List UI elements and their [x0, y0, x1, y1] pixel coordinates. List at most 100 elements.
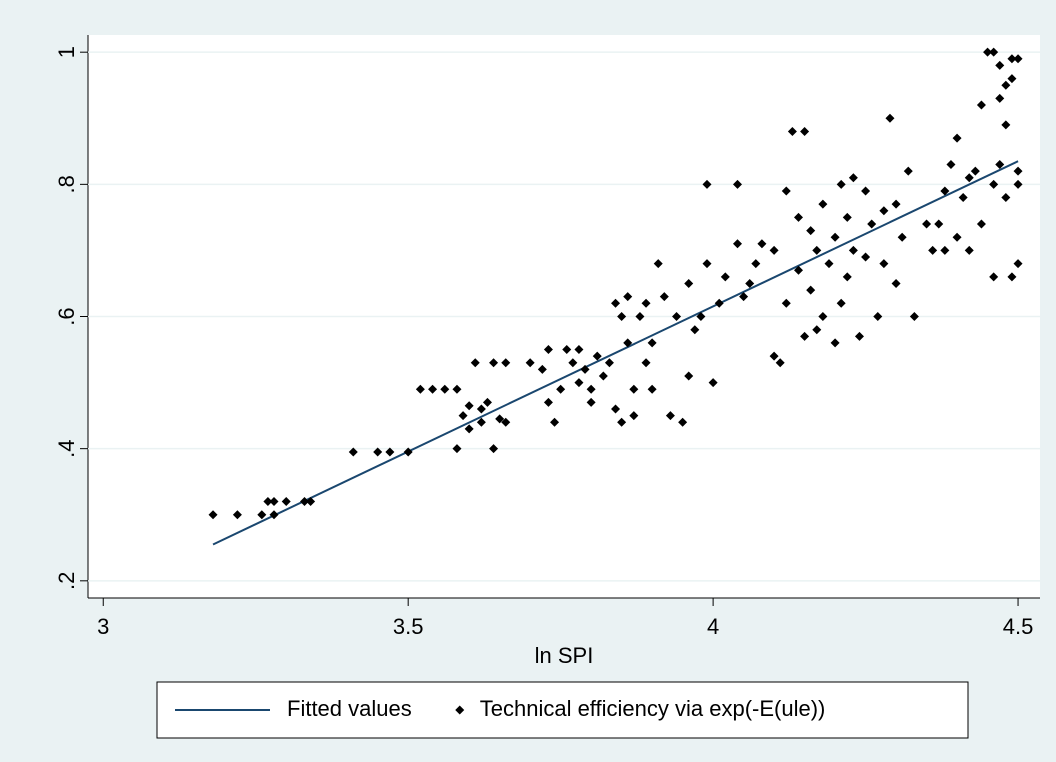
- scatter-point: [787, 126, 797, 136]
- scatter-point: [983, 47, 993, 57]
- scatter-point: [861, 252, 871, 262]
- scatter-point: [525, 358, 535, 368]
- scatter-point: [848, 245, 858, 255]
- scatter-point: [781, 186, 791, 196]
- scatter-point: [617, 417, 627, 427]
- scatter-point: [586, 384, 596, 394]
- scatter-point: [1007, 74, 1017, 84]
- scatter-point: [263, 497, 273, 507]
- scatter-point: [781, 298, 791, 308]
- scatter-point: [854, 331, 864, 341]
- scatter-point: [476, 417, 486, 427]
- scatter-point: [495, 414, 505, 424]
- y-tick-label: .8: [54, 175, 79, 193]
- scatter-point: [842, 272, 852, 282]
- scatter-point: [800, 126, 810, 136]
- scatter-point: [940, 186, 950, 196]
- scatter-point: [592, 351, 602, 361]
- scatter-point: [775, 358, 785, 368]
- scatter-point: [647, 384, 657, 394]
- scatter-point: [909, 312, 919, 321]
- x-axis-title: ln SPI: [535, 643, 594, 668]
- scatter-point: [867, 219, 877, 229]
- scatter-point: [501, 358, 511, 368]
- scatter-point: [489, 444, 499, 454]
- scatter-point: [452, 384, 462, 394]
- legend-marker: [455, 705, 465, 715]
- scatter-point: [574, 378, 584, 388]
- scatter-point: [489, 358, 499, 368]
- scatter-point: [543, 397, 553, 407]
- y-tick-label: 1: [54, 46, 79, 58]
- scatter-point: [934, 219, 944, 229]
- scatter-point: [958, 193, 968, 203]
- scatter-point: [952, 133, 962, 143]
- scatter-point: [611, 298, 621, 308]
- scatter-point: [269, 497, 279, 507]
- scatter-point: [672, 312, 682, 321]
- scatter-point: [604, 358, 614, 368]
- scatter-point: [952, 232, 962, 242]
- scatter-point: [1001, 193, 1011, 203]
- scatter-point: [665, 411, 675, 421]
- scatter-point: [659, 292, 669, 302]
- scatter-point: [793, 212, 803, 222]
- scatter-point: [647, 338, 657, 348]
- scatter-point: [257, 510, 267, 520]
- scatter-point: [861, 186, 871, 196]
- scatter-point: [824, 259, 834, 269]
- scatter-point: [836, 298, 846, 308]
- scatter-point: [995, 93, 1005, 103]
- scatter-point: [970, 166, 980, 176]
- legend: [156, 681, 969, 739]
- scatter-point: [543, 345, 553, 355]
- scatter-point: [891, 199, 901, 209]
- scatter-point: [806, 226, 816, 236]
- scatter-point: [964, 173, 974, 183]
- y-tick-label: .4: [54, 439, 79, 457]
- scatter-point: [720, 272, 730, 282]
- scatter-point: [940, 245, 950, 255]
- scatter-point: [714, 298, 724, 308]
- scatter-point: [641, 358, 651, 368]
- scatter-point: [708, 378, 718, 388]
- scatter-point: [818, 312, 828, 321]
- scatter-point: [696, 312, 706, 321]
- x-tick-label: 3: [97, 614, 109, 639]
- scatter-point: [989, 47, 999, 57]
- scatter-point: [830, 338, 840, 348]
- scatter-point: [1013, 166, 1023, 176]
- scatter-point: [879, 206, 889, 216]
- scatter-point: [976, 100, 986, 110]
- scatter-point: [562, 345, 572, 355]
- scatter-point: [440, 384, 450, 394]
- scatter-point: [556, 384, 566, 394]
- scatter-point: [842, 212, 852, 222]
- scatter-point: [678, 417, 688, 427]
- scatter-point: [800, 331, 810, 341]
- x-tick-label: 4: [707, 614, 719, 639]
- scatter-point: [611, 404, 621, 414]
- scatter-point: [964, 245, 974, 255]
- scatter-point: [812, 245, 822, 255]
- scatter-point: [501, 417, 511, 427]
- legend-label: Technical efficiency via exp(-E(ule)): [480, 696, 826, 721]
- scatter-point: [415, 384, 425, 394]
- scatter-point: [482, 397, 492, 407]
- scatter-point: [812, 325, 822, 335]
- scatter-point: [733, 239, 743, 249]
- scatter-point: [702, 179, 712, 189]
- scatter-point: [568, 358, 578, 368]
- scatter-point: [1001, 80, 1011, 90]
- scatter-point: [995, 60, 1005, 70]
- scatter-point: [470, 358, 480, 368]
- scatter-point: [373, 447, 383, 457]
- scatter-point: [232, 510, 242, 520]
- scatter-point: [946, 160, 956, 170]
- scatter-point: [1007, 54, 1017, 64]
- scatter-point: [733, 179, 743, 189]
- scatter-point: [300, 497, 310, 507]
- scatter-point: [806, 285, 816, 295]
- scatter-point: [623, 292, 633, 302]
